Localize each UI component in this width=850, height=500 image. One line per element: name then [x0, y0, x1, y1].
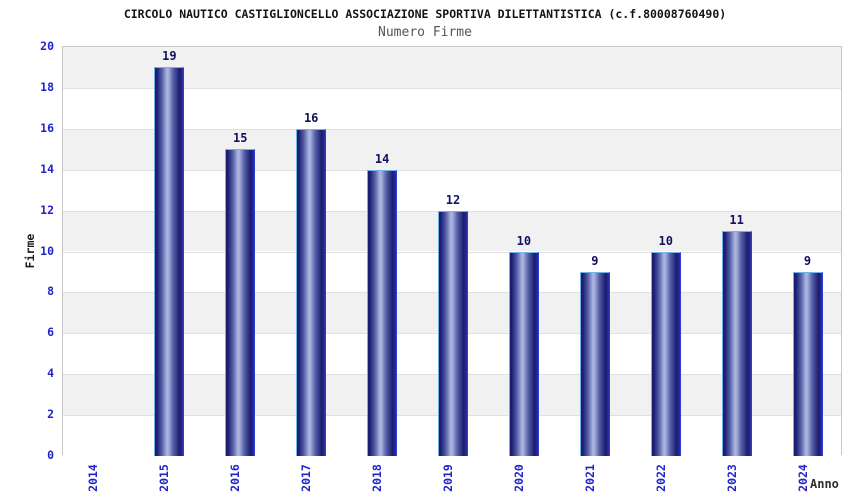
bar [438, 210, 468, 456]
gridline [63, 87, 841, 89]
gridline [63, 128, 841, 130]
bar [296, 128, 327, 456]
x-tick-label: 2023 [724, 464, 739, 492]
x-tick-label: 2014 [86, 464, 101, 492]
y-tick-label: 14 [40, 161, 54, 176]
x-tick-label: 2021 [582, 464, 597, 492]
y-tick-label: 18 [40, 79, 54, 94]
plot-band [63, 87, 841, 129]
bar-value-label: 9 [591, 253, 599, 268]
bar-value-label: 10 [658, 233, 673, 248]
bar-value-label: 15 [233, 131, 248, 146]
bar-value-label: 9 [803, 253, 812, 268]
x-tick-label: 2020 [511, 464, 526, 492]
x-axis-title: Anno [810, 477, 839, 491]
chart-subtitle: Numero Firme [378, 25, 472, 40]
y-tick-label: 2 [47, 407, 54, 422]
plot-band [63, 47, 841, 88]
y-axis-title: Firme [23, 233, 37, 268]
bar [367, 169, 398, 456]
y-tick-label: 12 [40, 202, 54, 217]
bar-value-label: 12 [445, 192, 461, 207]
bar [508, 251, 539, 456]
gridline [63, 169, 841, 171]
y-tick-label: 10 [40, 243, 54, 258]
bar [579, 271, 610, 456]
bar-value-label: 11 [729, 213, 744, 228]
bar-value-label: 19 [162, 49, 177, 64]
bar-value-label: 10 [516, 233, 532, 248]
x-tick-label: 2019 [441, 464, 455, 492]
x-tick-label: 2022 [653, 464, 668, 492]
plot-area: 19 15 16 14 12 10 9 10 11 9 [62, 46, 842, 456]
x-tick-label: 2015 [157, 464, 172, 492]
bar [792, 271, 823, 456]
y-tick-label: 20 [40, 39, 54, 53]
x-tick-label: 2017 [299, 464, 314, 492]
y-tick-label: 4 [47, 366, 54, 381]
x-tick-label: 2016 [228, 464, 243, 492]
bar-value-label: 14 [374, 151, 390, 166]
bar [154, 67, 185, 456]
plot-band [63, 169, 841, 211]
y-tick-label: 6 [47, 325, 54, 340]
y-tick-label: 8 [47, 284, 54, 299]
bar [721, 231, 752, 456]
y-tick-label: 0 [47, 448, 54, 462]
x-tick-label: 2024 [795, 464, 810, 492]
y-tick-label: 16 [40, 120, 54, 135]
bar [225, 149, 256, 456]
x-tick-label: 2018 [370, 464, 385, 492]
plot-band [63, 128, 841, 170]
bar [650, 251, 681, 456]
bar-value-label: 16 [303, 110, 319, 125]
chart-title: CIRCOLO NAUTICO CASTIGLIONCELLO ASSOCIAZ… [123, 7, 727, 21]
